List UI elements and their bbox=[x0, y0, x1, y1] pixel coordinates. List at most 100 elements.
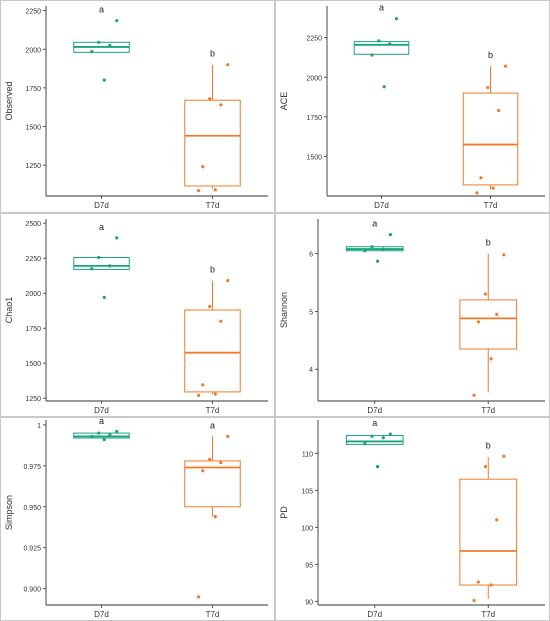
y-tick-label: 1250 bbox=[25, 163, 41, 170]
y-tick-label: 2500 bbox=[25, 221, 41, 228]
y-axis-label: Observed bbox=[4, 81, 14, 120]
x-tick-label: D7d bbox=[374, 201, 389, 210]
data-point bbox=[201, 165, 205, 169]
box-t7d: b bbox=[459, 238, 518, 397]
y-axis-label: Shannon bbox=[279, 292, 289, 328]
x-tick-label: T7d bbox=[206, 201, 220, 210]
y-axis-label: ACE bbox=[279, 92, 289, 111]
data-point bbox=[388, 233, 392, 237]
data-point bbox=[197, 595, 201, 599]
y-tick-label: 0.925 bbox=[23, 546, 41, 553]
data-point bbox=[213, 514, 217, 519]
y-tick-label: 0.950 bbox=[23, 505, 41, 512]
data-point bbox=[377, 39, 381, 43]
data-point bbox=[472, 393, 476, 397]
panel-frame bbox=[0, 417, 275, 621]
y-tick-label: 1500 bbox=[25, 361, 41, 368]
y-tick-label: 1750 bbox=[25, 326, 41, 333]
significance-letter: b bbox=[486, 238, 491, 248]
data-point bbox=[495, 312, 499, 316]
data-point bbox=[497, 108, 501, 113]
panel-frame bbox=[275, 213, 550, 417]
chart-panel-shannon: 4 5 6 Shannon D7d T7d a b bbox=[275, 213, 550, 417]
y-tick-label: 2250 bbox=[25, 9, 41, 16]
data-point bbox=[90, 434, 94, 438]
y-tick-label: 2250 bbox=[306, 36, 322, 43]
data-point bbox=[219, 319, 223, 323]
x-tick-label: D7d bbox=[94, 406, 109, 415]
x-tick-label: T7d bbox=[481, 610, 495, 619]
data-point bbox=[483, 292, 488, 296]
data-point bbox=[503, 64, 508, 68]
y-tick-label: 2000 bbox=[25, 291, 41, 298]
y-tick-label: 105 bbox=[301, 488, 313, 495]
data-point bbox=[97, 40, 101, 44]
data-point bbox=[108, 433, 112, 437]
y-tick-label: 1 bbox=[37, 423, 41, 430]
data-point bbox=[370, 245, 374, 249]
data-point bbox=[208, 97, 212, 101]
y-tick-label: 6 bbox=[309, 252, 313, 259]
y-tick-label: 5 bbox=[309, 309, 313, 316]
panel-frame bbox=[0, 0, 275, 213]
data-point bbox=[475, 191, 479, 195]
data-point bbox=[219, 460, 223, 465]
y-tick-label: 1250 bbox=[25, 396, 41, 403]
data-point bbox=[388, 432, 392, 436]
box-t7d: b bbox=[184, 265, 241, 397]
data-point bbox=[375, 259, 380, 263]
y-tick-label: 0.975 bbox=[23, 464, 41, 471]
significance-letter: b bbox=[210, 265, 215, 275]
data-point bbox=[476, 320, 480, 324]
data-point bbox=[90, 267, 94, 271]
data-point bbox=[472, 598, 476, 603]
significance-letter: a bbox=[379, 3, 384, 13]
y-axis-label: Chao1 bbox=[4, 297, 14, 324]
x-tick-label: T7d bbox=[206, 406, 220, 415]
box-d7d: a bbox=[73, 5, 130, 82]
y-tick-label: 110 bbox=[302, 451, 313, 458]
data-point bbox=[197, 393, 201, 397]
x-tick-label: D7d bbox=[94, 201, 109, 210]
y-tick-label: 2250 bbox=[25, 256, 41, 263]
data-point bbox=[102, 438, 106, 442]
y-axis-label: PD bbox=[279, 506, 289, 519]
y-tick-label: 90 bbox=[305, 599, 313, 606]
data-point bbox=[502, 454, 506, 458]
panel-frame bbox=[0, 213, 275, 417]
significance-letter: a bbox=[99, 222, 104, 232]
data-point bbox=[226, 63, 230, 67]
data-point bbox=[108, 264, 112, 268]
data-point bbox=[201, 383, 205, 387]
chart-panel-chao1: 1250 1500 1750 2000 2250 2500 Chao1 D7d T7d a b bbox=[0, 213, 275, 417]
data-point bbox=[226, 279, 230, 283]
box-iqr bbox=[459, 299, 518, 350]
box-t7d: b bbox=[184, 49, 241, 193]
data-point bbox=[495, 518, 499, 522]
chart-panel-ace: 1500 1750 2000 2250 ACE D7d T7d a b bbox=[275, 0, 550, 213]
data-point bbox=[115, 236, 119, 240]
box-d7d: a bbox=[73, 416, 130, 442]
box-d7d: a bbox=[353, 3, 410, 89]
panel-frame bbox=[275, 0, 550, 213]
data-point bbox=[219, 103, 223, 107]
box-iqr bbox=[184, 99, 241, 187]
data-point bbox=[226, 434, 230, 438]
x-tick-label: D7d bbox=[94, 610, 109, 619]
panel-frame bbox=[275, 417, 550, 621]
data-point bbox=[479, 176, 483, 180]
data-point bbox=[476, 580, 480, 584]
y-tick-label: 1500 bbox=[25, 124, 41, 131]
data-point bbox=[115, 429, 119, 434]
data-point bbox=[208, 457, 212, 461]
data-point bbox=[197, 188, 201, 193]
y-tick-label: 2000 bbox=[306, 75, 322, 82]
data-point bbox=[388, 42, 392, 46]
box-iqr bbox=[73, 257, 130, 270]
data-point bbox=[213, 392, 217, 396]
y-tick-label: 100 bbox=[301, 525, 313, 532]
x-tick-label: T7d bbox=[481, 406, 495, 415]
box-iqr bbox=[462, 92, 519, 186]
data-point bbox=[489, 357, 493, 361]
